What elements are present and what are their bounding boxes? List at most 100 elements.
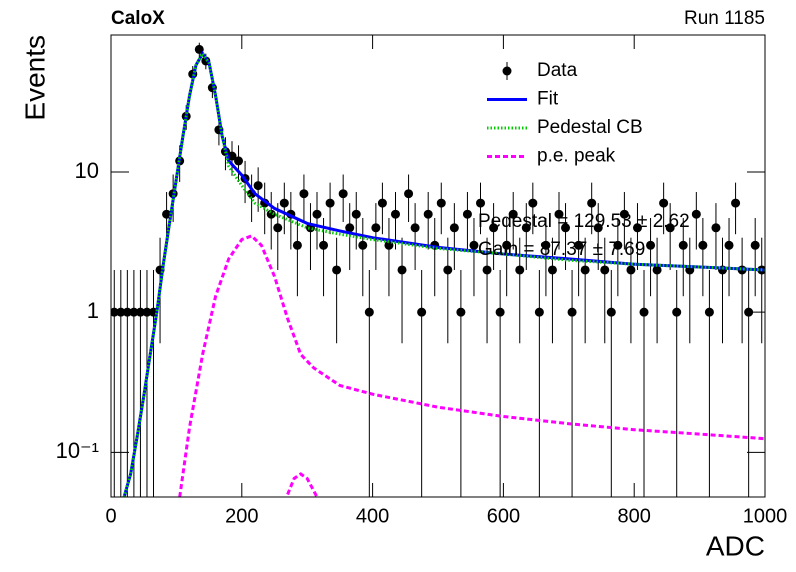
data-point	[351, 209, 361, 219]
data-point	[462, 209, 472, 219]
data-point	[639, 307, 649, 317]
data-point	[482, 265, 492, 275]
data-point	[587, 198, 597, 208]
data-point	[397, 265, 407, 275]
legend-label: Fit	[537, 89, 559, 110]
data-point	[443, 265, 453, 275]
data-point	[423, 209, 433, 219]
data-point	[234, 156, 244, 166]
legend-label: p.e. peak	[537, 146, 616, 167]
legend-label: Data	[537, 60, 578, 81]
data-point	[567, 307, 577, 317]
fit-curve	[122, 50, 765, 497]
data-point	[142, 307, 152, 317]
data-point	[377, 198, 387, 208]
data-point	[521, 223, 531, 233]
data-point	[632, 223, 642, 233]
data-point	[593, 223, 603, 233]
data-point	[292, 240, 302, 250]
data-point	[436, 198, 446, 208]
data-point	[469, 240, 479, 250]
data-point	[410, 223, 420, 233]
data-point	[665, 223, 675, 233]
data-point	[534, 307, 544, 317]
data-point	[541, 240, 551, 250]
y-axis-label: Events	[19, 35, 50, 121]
data-point	[371, 223, 381, 233]
data-point	[691, 209, 701, 219]
data-point	[319, 240, 329, 250]
data-point	[672, 307, 682, 317]
data-point	[554, 209, 564, 219]
data-point	[417, 307, 427, 317]
data-point	[561, 223, 571, 233]
data-point	[390, 209, 400, 219]
data-point	[606, 307, 616, 317]
x-tick-label: 800	[618, 505, 651, 527]
annotation: Pedestal = 129.53 ± 2.62	[478, 211, 690, 232]
x-tick-label: 1000	[743, 505, 788, 527]
data-point	[495, 307, 505, 317]
plot-area	[111, 42, 765, 497]
data-point	[129, 307, 139, 317]
data-point	[279, 198, 289, 208]
data-point	[659, 198, 669, 208]
data-point	[724, 240, 734, 250]
data-point	[678, 240, 688, 250]
data-point	[456, 307, 466, 317]
data-point	[476, 198, 486, 208]
data-point	[338, 189, 348, 199]
data-point	[332, 265, 342, 275]
legend-label: Pedestal CB	[537, 117, 643, 138]
data-point	[600, 265, 610, 275]
data-point	[227, 151, 237, 161]
x-tick-label: 0	[105, 505, 116, 527]
data-point	[574, 240, 584, 250]
data-point	[111, 307, 119, 317]
y-tick-label: 1	[87, 298, 99, 323]
data-point	[580, 265, 590, 275]
data-point	[502, 240, 512, 250]
data-point	[646, 240, 656, 250]
data-point	[116, 307, 126, 317]
data-point	[194, 44, 204, 54]
data-point	[711, 223, 721, 233]
data-point	[619, 209, 629, 219]
x-axis-label: ADC	[706, 530, 765, 561]
y-tick-label: 10⁻¹	[56, 438, 99, 463]
data-point	[135, 307, 145, 317]
data-point	[626, 265, 636, 275]
data-point	[358, 240, 368, 250]
data-point	[547, 265, 557, 275]
data-point	[508, 209, 518, 219]
plot-frame	[110, 34, 766, 498]
legend-symbol	[502, 66, 512, 76]
data-point	[253, 181, 263, 191]
data-point	[162, 209, 172, 219]
fit-curve	[178, 234, 765, 497]
data-point	[299, 189, 309, 199]
annotation: Gain = 87.37 ± 7.69	[478, 239, 645, 260]
x-tick-label: 400	[356, 505, 389, 527]
data-point	[312, 209, 322, 219]
data-point	[613, 240, 623, 250]
data-point	[704, 307, 714, 317]
data-point	[698, 240, 708, 250]
data-point	[515, 265, 525, 275]
x-tick-label: 200	[225, 505, 258, 527]
data-point	[744, 307, 754, 317]
data-point	[273, 223, 283, 233]
chart-subtitle: Run 1185	[684, 8, 765, 29]
data-point	[325, 198, 335, 208]
y-tick-label: 10	[75, 158, 99, 183]
data-point	[122, 307, 132, 317]
data-point	[345, 223, 355, 233]
data-point	[652, 265, 662, 275]
data-point	[731, 198, 741, 208]
chart-title: CaloX	[111, 8, 165, 29]
data-point	[449, 223, 459, 233]
data-point	[489, 223, 499, 233]
data-point	[528, 198, 538, 208]
